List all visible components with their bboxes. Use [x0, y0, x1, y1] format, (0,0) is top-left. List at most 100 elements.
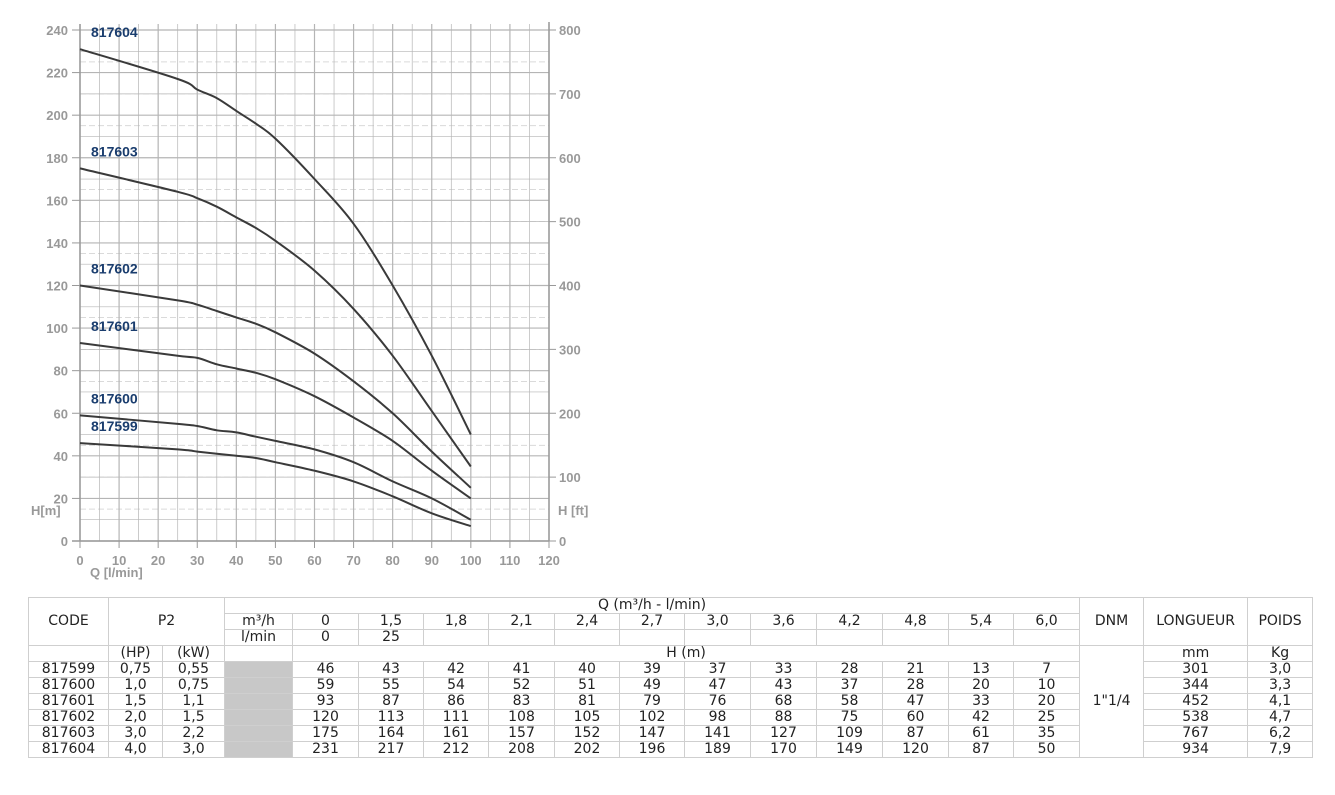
y-tick-label: 60 [54, 406, 68, 421]
kw-header: (kW) [161, 645, 226, 662]
x-tick-label: 90 [425, 553, 439, 568]
h-cell: 25 [1013, 709, 1081, 726]
h-cell: 43 [750, 677, 818, 694]
lmin-value: 25 [358, 629, 425, 646]
h-cell: 76 [684, 693, 752, 710]
m3h-value: 3,6 [750, 613, 818, 630]
chart-axes: 0204060801001201401601802002202400100200… [46, 22, 581, 568]
h-cell: 33 [948, 693, 1015, 710]
m3h-value: 1,8 [423, 613, 490, 630]
y-tick-label: 20 [54, 491, 68, 506]
h-cell: 49 [619, 677, 686, 694]
lmin-value [684, 629, 752, 646]
series-label-817600: 817600 [91, 390, 138, 406]
longueur-cell: 301 [1143, 661, 1249, 678]
hp-cell: 2,0 [108, 709, 163, 726]
chart-series-labels: 817599 817600 817601 817602 817603 817604 [91, 24, 138, 434]
y-tick-label: 200 [46, 108, 68, 123]
q-header: Q (m³/h - l/min) [224, 597, 1081, 614]
h-cell: 47 [882, 693, 950, 710]
table-row: 817599 0,75 0,55 46 43 42 41 40 39 37 33 28 21 13 7 301… [28, 661, 1314, 678]
y2-tick-label: 600 [559, 151, 581, 166]
h-cell: 79 [619, 693, 686, 710]
x-tick-label: 70 [346, 553, 360, 568]
h-cell: 113 [358, 709, 425, 726]
series-label-817602: 817602 [91, 261, 138, 277]
h-cell: 20 [948, 677, 1015, 694]
x-tick-label: 120 [538, 553, 560, 568]
h-cell: 152 [554, 725, 621, 742]
x-tick-label: 60 [307, 553, 321, 568]
h-cell: 149 [816, 741, 884, 758]
h-cell: 208 [488, 741, 556, 758]
poids-cell: 3,0 [1247, 661, 1314, 678]
m3h-value: 3,0 [684, 613, 752, 630]
m3h-value: 5,4 [948, 613, 1015, 630]
h-cell: 75 [816, 709, 884, 726]
h-cell: 7 [1013, 661, 1081, 678]
h-cell: 83 [488, 693, 556, 710]
series-label-817604: 817604 [91, 24, 138, 40]
h-cell: 13 [948, 661, 1015, 678]
h-cell: 196 [619, 741, 686, 758]
lmin-value [1013, 629, 1081, 646]
lmin-value [554, 629, 621, 646]
code-cell: 817599 [28, 661, 109, 678]
h-cell: 108 [488, 709, 556, 726]
h-cell: 50 [1013, 741, 1081, 758]
h-cell: 147 [619, 725, 686, 742]
h-cell: 120 [292, 709, 360, 726]
h-cell: 217 [358, 741, 425, 758]
y2-axis-label: H [ft] [558, 503, 588, 518]
dnm-value: 1"1/4 [1079, 645, 1145, 758]
m3h-value: 2,1 [488, 613, 556, 630]
h-cell: 43 [358, 661, 425, 678]
lmin-unit: l/min [224, 629, 294, 646]
h-cell: 28 [816, 661, 884, 678]
kw-cell: 0,55 [161, 661, 226, 678]
h-cell: 175 [292, 725, 360, 742]
kw-cell: 3,0 [161, 741, 226, 758]
poids-cell: 7,9 [1247, 741, 1314, 758]
x-tick-label: 10 [112, 553, 126, 568]
y2-tick-label: 100 [559, 470, 581, 485]
h-cell: 157 [488, 725, 556, 742]
y-axis-label: H[m] [31, 503, 61, 518]
code-cell: 817600 [28, 677, 109, 694]
table-row: 817602 2,0 1,5 120 113 111 108 105 102 98 88 75 60 42… [28, 709, 1314, 726]
h-cell: 47 [684, 677, 752, 694]
h-cell: 10 [1013, 677, 1081, 694]
code-cell: 817601 [28, 693, 109, 710]
poids-cell: 6,2 [1247, 725, 1314, 742]
m3h-value: 6,0 [1013, 613, 1081, 630]
x-tick-label: 40 [229, 553, 243, 568]
y2-tick-label: 200 [559, 406, 581, 421]
dnm-header: DNM [1079, 597, 1145, 646]
poids-header: POIDS [1247, 597, 1314, 646]
m3h-value: 4,2 [816, 613, 884, 630]
x-tick-label: 20 [151, 553, 165, 568]
table-body: CODE P2 Q (m³/h - l/min) DNM LONGUEUR PO… [28, 597, 1314, 758]
h-cell: 202 [554, 741, 621, 758]
curve-817599 [79, 442, 472, 528]
grey-cell [224, 661, 294, 678]
h-cell: 102 [619, 709, 686, 726]
h-cell: 46 [292, 661, 360, 678]
curve-817601 [79, 342, 472, 500]
x-tick-label: 0 [76, 553, 83, 568]
m3h-value: 4,8 [882, 613, 950, 630]
h-cell: 52 [488, 677, 556, 694]
h-cell: 55 [358, 677, 425, 694]
lmin-row: l/min 0 25 [29, 629, 1313, 646]
longueur-cell: 452 [1143, 693, 1249, 710]
series-label-817601: 817601 [91, 318, 138, 334]
y-tick-label: 160 [46, 193, 68, 208]
longueur-unit: mm [1143, 645, 1249, 662]
kw-cell: 1,1 [161, 693, 226, 710]
h-cell: 87 [358, 693, 425, 710]
hp-cell: 3,0 [108, 725, 163, 742]
h-cell: 58 [816, 693, 884, 710]
p2-header: P2 [107, 597, 226, 646]
longueur-cell: 344 [1143, 677, 1249, 694]
table-row: 817601 1,5 1,1 93 87 86 83 81 79 76 68 58 47 33 20 452 4… [28, 693, 1314, 710]
